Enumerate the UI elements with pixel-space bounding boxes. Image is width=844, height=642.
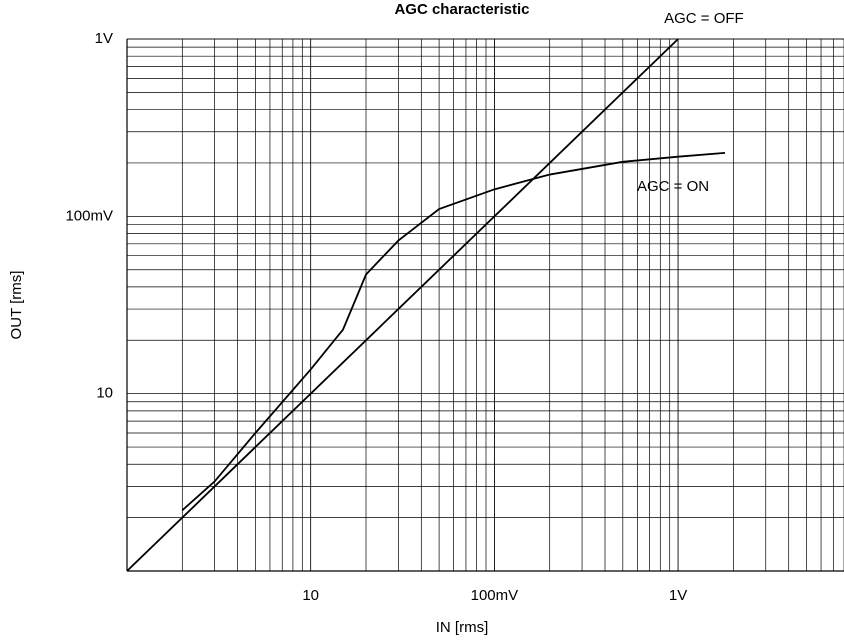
y-tick-label: 10 bbox=[96, 385, 113, 402]
x-tick-label: 10 bbox=[302, 587, 319, 604]
series-line bbox=[126, 38, 679, 572]
x-tick-label: 100mV bbox=[471, 587, 519, 604]
y-tick-label: 1V bbox=[95, 30, 113, 47]
series-label: AGC = ON bbox=[637, 178, 709, 195]
chart-title: AGC characteristic bbox=[394, 1, 529, 18]
y-tick-label: 100mV bbox=[65, 207, 113, 224]
x-tick-label: 1V bbox=[669, 587, 687, 604]
series-line bbox=[181, 151, 726, 511]
x-axis-label: IN [rms] bbox=[436, 619, 489, 636]
y-axis-label: OUT [rms] bbox=[8, 271, 25, 340]
series-label: AGC = OFF bbox=[664, 10, 744, 27]
